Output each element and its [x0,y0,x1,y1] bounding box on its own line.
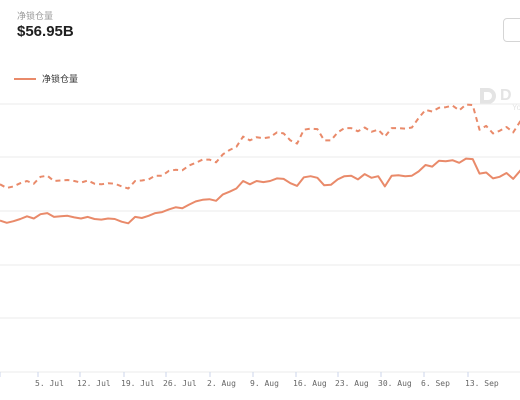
x-tick-label: 23. Aug [335,379,369,388]
x-tick-label: 26. Jul [163,379,197,388]
series-line-solid [0,157,520,225]
x-tick-label: 30. Aug [378,379,412,388]
legend[interactable]: 净锁仓量 [14,72,78,85]
x-tick-label: 16. Aug [293,379,327,388]
x-tick-label: 2. Aug [207,379,236,388]
metric-label: 净锁仓量 [17,11,54,21]
x-tick-label: 13. Sep [465,379,499,388]
series-line-dashed [0,103,520,190]
chart-menu-button[interactable] [503,18,520,42]
metric-value: $56.95B [17,23,74,40]
header: 净锁仓量 $56.95B [17,9,74,40]
watermark-logo: D [478,86,512,106]
watermark-text: D [500,87,512,104]
x-tick-label: 6. Sep [421,379,450,388]
legend-swatch [14,77,36,80]
legend-label: 净锁仓量 [42,74,79,84]
x-tick-label: 5. Jul [35,379,64,388]
x-tick-label: 19. Jul [121,379,155,388]
x-tick-label: 9. Aug [250,379,279,388]
watermark-logo-icon [480,88,496,104]
x-tick-label: 12. Jul [77,379,111,388]
watermark-subtext: Yo [512,103,520,112]
